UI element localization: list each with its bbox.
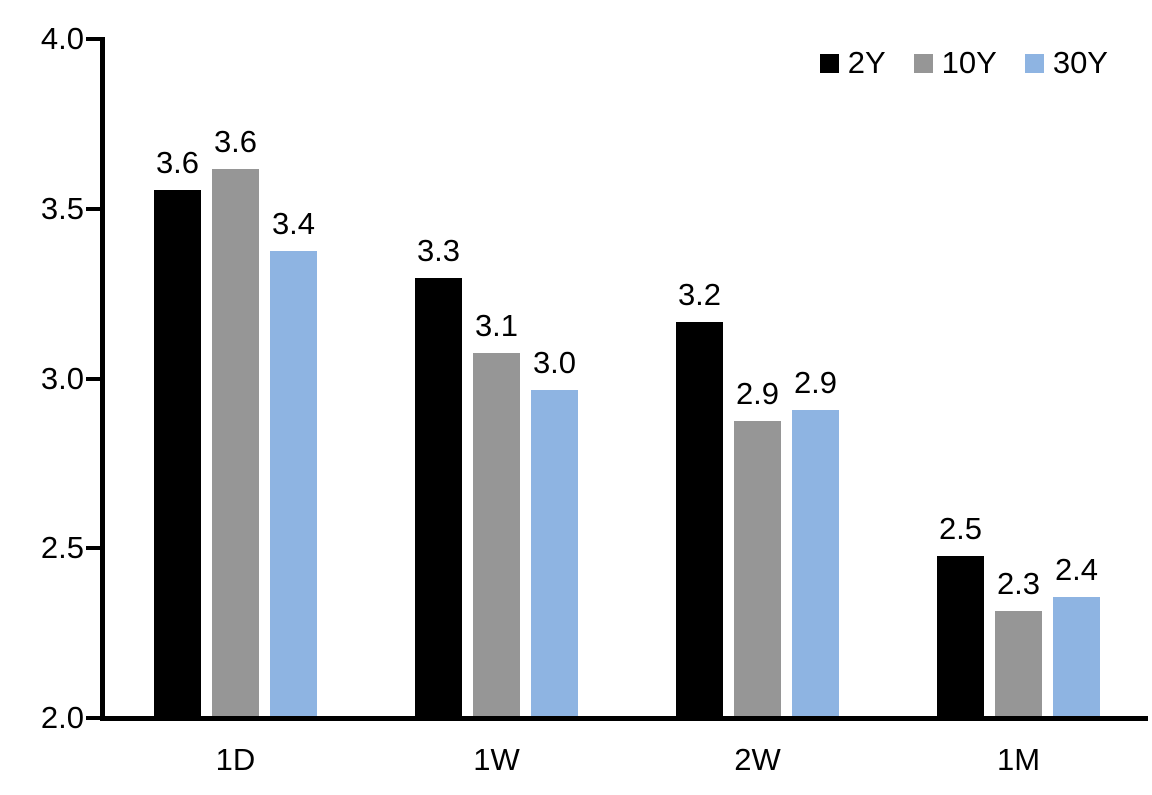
bar-1D-10Y [212, 169, 259, 716]
legend-item-10Y: 10Y [913, 45, 997, 81]
bar-value-label: 2.4 [1054, 552, 1099, 588]
bar-1W-30Y [531, 390, 578, 716]
bar-value-label: 3.2 [677, 277, 722, 313]
y-tick-label: 3.0 [40, 360, 84, 396]
bar-value-label: 3.4 [271, 205, 316, 241]
bar-1D-30Y [270, 250, 317, 716]
y-tick-label: 2.5 [40, 530, 84, 566]
bar-value-label: 3.6 [155, 144, 200, 180]
y-axis-tick [86, 546, 100, 551]
y-axis-tick [86, 37, 100, 41]
bar-1M-2Y [937, 556, 984, 716]
y-axis-tick [86, 716, 100, 720]
x-axis-label: 1D [215, 742, 256, 777]
bar-value-label: 3.6 [213, 124, 258, 160]
bar-2W-30Y [792, 410, 839, 716]
legend: 2Y 10Y 30Y [819, 45, 1108, 81]
bar-1D-2Y [154, 189, 201, 716]
bar-2W-2Y [676, 322, 723, 716]
legend-item-30Y: 30Y [1024, 45, 1108, 81]
legend-swatch-icon [1024, 53, 1044, 73]
legend-item-2Y: 2Y [819, 45, 886, 81]
y-axis-line [100, 37, 105, 721]
y-tick-label: 2.0 [40, 700, 84, 735]
bar-value-label: 3.0 [532, 345, 577, 381]
x-axis-label: 1M [996, 742, 1041, 777]
legend-label: 10Y [941, 45, 997, 80]
bar-value-label: 2.9 [735, 375, 780, 411]
y-axis-tick [86, 206, 100, 211]
x-axis-line [100, 716, 1148, 721]
bar-1M-10Y [995, 610, 1042, 716]
x-axis-label: 1W [473, 742, 520, 777]
legend-swatch-icon [913, 53, 933, 73]
bar-value-label: 3.1 [474, 307, 519, 343]
bar-value-label: 3.3 [416, 233, 461, 269]
y-tick-label: 4.0 [40, 21, 84, 56]
bar-2W-10Y [734, 420, 781, 716]
x-axis-label: 2W [734, 742, 781, 777]
bar-value-label: 2.5 [938, 511, 983, 547]
bar-value-label: 2.3 [996, 565, 1041, 601]
legend-swatch-icon [819, 53, 839, 73]
y-axis-tick [86, 376, 100, 381]
bar-1W-2Y [415, 278, 462, 716]
legend-label: 2Y [847, 45, 886, 80]
bar-1W-10Y [473, 352, 520, 716]
bar-value-label: 2.9 [793, 365, 838, 401]
y-tick-label: 3.5 [40, 190, 84, 226]
bar-1M-30Y [1053, 597, 1100, 716]
legend-label: 30Y [1052, 45, 1108, 80]
